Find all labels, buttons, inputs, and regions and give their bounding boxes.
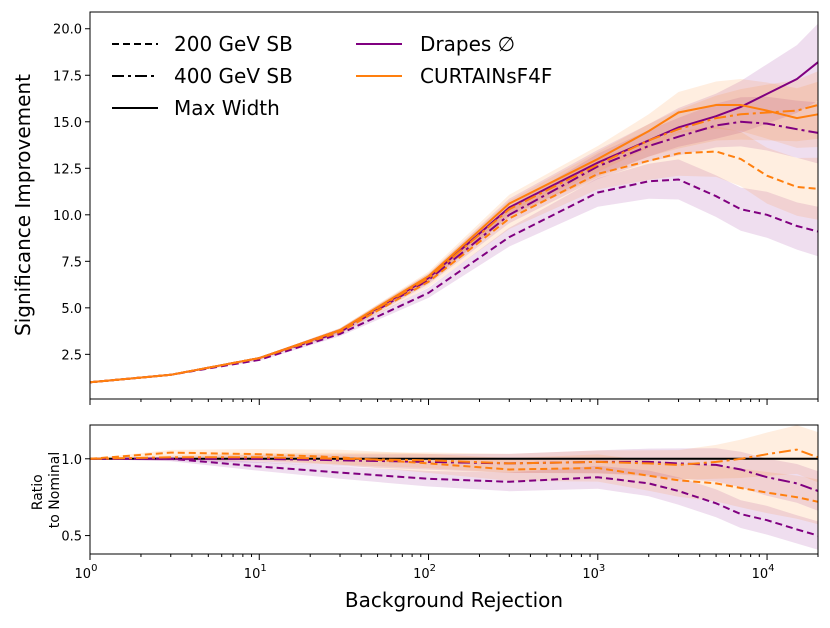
main-band-drapes-400-gev-sb — [90, 96, 818, 383]
main-y-tick-label: 12.5 — [53, 162, 82, 177]
legend-label-drapes: Drapes ∅ — [420, 32, 515, 56]
main-y-tick-label: 5.0 — [61, 302, 82, 317]
ratio-y-tick-label: 1.0 — [61, 453, 82, 468]
ratio-y-axis-title-line1: Ratio — [30, 474, 46, 510]
main-band-drapes-200-gev-sb — [90, 159, 818, 383]
ratio-y-axis-title: Ratio to Nominal — [30, 452, 63, 528]
x-tick-label: 102 — [413, 563, 436, 582]
x-tick-label-base: 10 — [244, 567, 261, 582]
legend-label-400-gev-sb: 400 GeV SB — [174, 64, 293, 88]
main-y-axis-title: Significance Improvement — [11, 74, 35, 336]
legend: 200 GeV SB 400 GeV SB Max Width Drapes ∅… — [112, 32, 552, 120]
main-band-curtainsf4f-400-gev-sb — [90, 71, 818, 383]
ratio-band-drapes-200-gev-sb — [90, 456, 818, 550]
x-tick-label-base: 10 — [75, 567, 92, 582]
main-band-curtainsf4f-max-width — [90, 79, 818, 383]
main-line-curtainsf4f-400-gev-sb — [89, 104, 819, 384]
x-tick-label: 100 — [75, 563, 98, 582]
x-axis-title: Background Rejection — [345, 588, 563, 612]
legend-label-max-width: Max Width — [174, 96, 280, 120]
x-tick-label-base: 10 — [582, 567, 599, 582]
main-axis: 2.5 5.0 7.5 10.0 12.5 15.0 17.5 20.0 — [53, 23, 819, 405]
x-tick-label: 101 — [244, 563, 267, 582]
x-tick-label-base: 10 — [413, 567, 430, 582]
main-y-tick-label: 20.0 — [53, 23, 82, 38]
ratio-line-drapes-200-gev-sb — [90, 457, 819, 537]
ratio-frame — [89, 424, 819, 555]
ratio-y-tick-label: 0.5 — [61, 530, 82, 545]
x-tick-label-exponent: 4 — [768, 563, 774, 574]
main-panel: 2.5 5.0 7.5 10.0 12.5 15.0 17.5 20.0 Significan… — [11, 11, 819, 405]
x-tick-label: 104 — [752, 563, 775, 582]
main-frame — [89, 11, 819, 400]
x-tick-label-exponent: 0 — [91, 563, 97, 574]
legend-label-curtains: CURTAINsF4F — [420, 64, 552, 88]
ratio-line-curtainsf4f-400-gev-sb — [89, 448, 819, 466]
main-line-drapes-200-gev-sb — [89, 178, 819, 384]
main-uncertainty-bands — [90, 23, 818, 383]
main-y-tick-label: 7.5 — [61, 255, 82, 270]
ratio-series-lines — [89, 448, 819, 537]
x-tick-label-exponent: 3 — [599, 563, 605, 574]
main-band-curtainsf4f-200-gev-sb — [90, 126, 818, 383]
main-line-curtainsf4f-200-gev-sb — [89, 150, 819, 384]
x-tick-label-exponent: 2 — [430, 563, 436, 574]
legend-label-200-gev-sb: 200 GeV SB — [174, 32, 293, 56]
main-y-tick-label: 10.0 — [53, 209, 82, 224]
main-y-tick-label: 15.0 — [53, 116, 82, 131]
ratio-band-curtainsf4f-400-gev-sb — [90, 425, 818, 483]
main-y-tick-label: 17.5 — [53, 69, 82, 84]
main-y-tick-label: 2.5 — [61, 348, 82, 363]
x-tick-label-exponent: 1 — [260, 563, 266, 574]
ratio-band-curtainsf4f-200-gev-sb — [90, 449, 818, 525]
ratio-y-axis-title-line2: to Nominal — [47, 452, 63, 528]
ratio-line-curtainsf4f-200-gev-sb — [89, 451, 819, 503]
x-tick-label-base: 10 — [752, 567, 769, 582]
main-series-lines — [89, 61, 819, 384]
x-tick-label: 103 — [582, 563, 605, 582]
